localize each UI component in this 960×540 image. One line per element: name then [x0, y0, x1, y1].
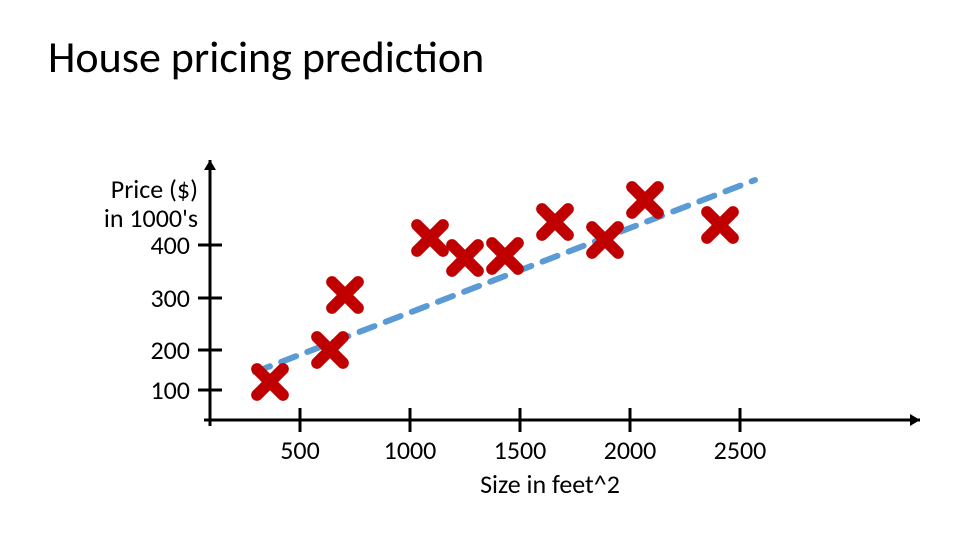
y-tick-label: 200: [140, 334, 190, 366]
data-point: [417, 225, 443, 251]
data-point: [452, 245, 478, 271]
data-point: [707, 212, 733, 238]
y-tick-label: 300: [140, 282, 190, 314]
data-point: [542, 209, 568, 235]
data-point: [257, 369, 283, 395]
data-point: [632, 187, 658, 213]
x-tick-label: 1000: [370, 434, 450, 466]
y-tick-label: 400: [140, 229, 190, 261]
axes: [204, 160, 920, 426]
x-tick-label: 500: [260, 434, 340, 466]
data-point: [332, 282, 358, 308]
data-point: [317, 337, 343, 363]
y-tick-label: 100: [140, 374, 190, 406]
x-tick-label: 2500: [700, 434, 780, 466]
x-tick-label: 2000: [590, 434, 670, 466]
x-tick-label: 1500: [480, 434, 560, 466]
data-point: [492, 243, 518, 269]
